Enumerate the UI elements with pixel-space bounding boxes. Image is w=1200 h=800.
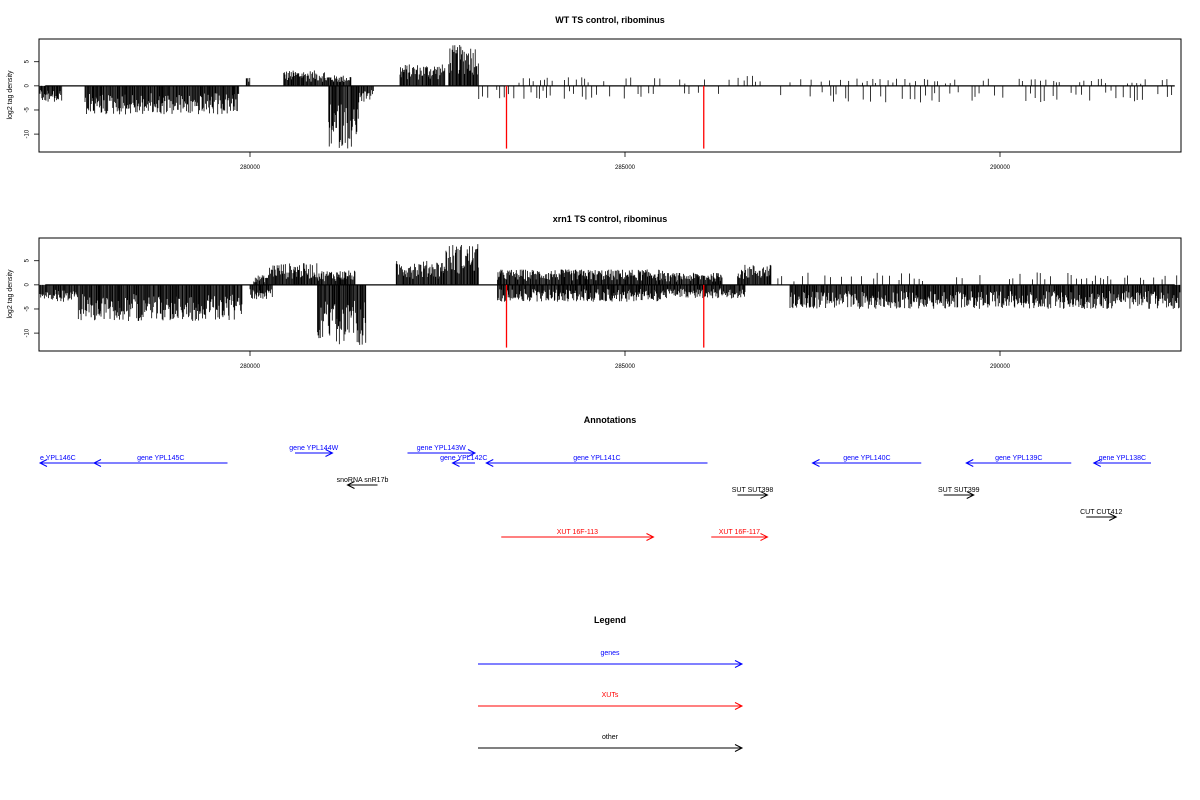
annotation-feature: e YPL146C xyxy=(38,455,106,467)
feature-arrowhead xyxy=(485,459,494,467)
feature-arrowhead xyxy=(346,481,355,489)
annotation-feature: gene YPL143W xyxy=(407,445,477,457)
feature-arrowhead xyxy=(646,533,655,541)
xrn1-x-tick-label: 280000 xyxy=(240,364,261,370)
feature-label: SUT SUT399 xyxy=(938,487,980,494)
xrn1-markers xyxy=(505,284,705,348)
xrn1-coverage-panel: xrn1 TS control, ribominus log2 tag dens… xyxy=(7,214,1182,370)
feature-label: gene YPL144W xyxy=(289,445,338,452)
feature-arrowhead xyxy=(38,459,48,467)
feature-arrowhead xyxy=(92,459,102,467)
xrn1-x-tick-label: 285000 xyxy=(615,364,636,370)
xrn1-bars xyxy=(39,244,1181,345)
feature-label: snoRNA snR17b xyxy=(337,477,389,484)
feature-arrowhead xyxy=(760,533,769,541)
xrn1-x-tick-label: 290000 xyxy=(990,364,1011,370)
feature-arrowhead xyxy=(1109,513,1118,521)
legend-item: XUTs xyxy=(478,692,744,710)
xrn1-y-axis-label: log2 tag density xyxy=(7,269,14,319)
annotation-feature: gene YPL141C xyxy=(485,455,708,467)
xrn1-y-axis: -10 -5 0 5 xyxy=(25,258,40,337)
feature-label: gene YPL143W xyxy=(417,445,466,452)
feature-arrowhead xyxy=(965,459,974,467)
feature-label: gene YPL140C xyxy=(843,455,890,462)
legend-arrowhead xyxy=(734,660,744,668)
annotation-feature: CUT CUT412 xyxy=(1080,509,1122,521)
wt-y-axis-label: log2 tag density xyxy=(7,70,14,120)
wt-panel-title: WT TS control, ribominus xyxy=(555,15,665,25)
feature-label: gene YPL145C xyxy=(137,455,184,462)
feature-arrowhead xyxy=(451,459,460,467)
legend-item: other xyxy=(478,734,744,752)
annotation-feature: gene YPL142C xyxy=(440,455,487,467)
feature-arrowhead xyxy=(760,491,769,499)
feature-label: SUT SUT398 xyxy=(732,487,774,494)
legend-label: XUTs xyxy=(602,692,619,699)
wt-markers xyxy=(505,85,705,149)
wt-coverage-panel: WT TS control, ribominus log2 tag densit… xyxy=(7,15,1182,171)
feature-label: gene YPL142C xyxy=(440,455,487,462)
wt-y-tick-label: -5 xyxy=(25,107,31,113)
xrn1-y-tick-label: 0 xyxy=(25,283,31,287)
annotation-feature: XUT 16F-113 xyxy=(501,529,655,541)
feature-label: gene YPL138C xyxy=(1099,455,1146,462)
legend-label: genes xyxy=(600,650,620,657)
annotation-feature: gene YPL145C xyxy=(92,455,228,467)
annotation-feature: SUT SUT399 xyxy=(938,487,980,499)
xrn1-panel-title: xrn1 TS control, ribominus xyxy=(553,214,668,224)
legend-items: genes XUTs other xyxy=(478,650,744,752)
xrn1-y-tick-label: -10 xyxy=(25,328,31,337)
wt-y-tick-label: 0 xyxy=(25,84,31,88)
annotation-feature: gene YPL140C xyxy=(811,455,922,467)
wt-x-tick-label: 285000 xyxy=(615,165,636,171)
legend-label: other xyxy=(602,734,619,741)
annotation-features: e YPL146C gene YPL145C gene YPL144W gene YP… xyxy=(38,445,1151,541)
feature-label: gene YPL141C xyxy=(573,455,620,462)
annotation-feature: gene YPL144W xyxy=(289,445,339,457)
annotation-feature: gene YPL138C xyxy=(1092,455,1151,467)
feature-label: XUT 16F-117 xyxy=(719,529,760,536)
wt-bars xyxy=(39,45,1173,149)
feature-arrowhead xyxy=(1092,459,1101,467)
annotations-track: Annotations e YPL146C gene YPL145C gene YP… xyxy=(38,415,1151,541)
annotation-feature: SUT SUT398 xyxy=(732,487,774,499)
feature-label: CUT CUT412 xyxy=(1080,509,1122,516)
legend-title: Legend xyxy=(594,615,626,625)
legend-arrowhead xyxy=(734,702,744,710)
xrn1-y-tick-label: 5 xyxy=(25,258,31,262)
wt-y-tick-label: -10 xyxy=(25,129,31,138)
wt-x-tick-label: 290000 xyxy=(990,165,1011,171)
wt-y-tick-label: 5 xyxy=(25,59,31,63)
legend: Legend genes XUTs other xyxy=(478,615,744,752)
annotation-feature: gene YPL139C xyxy=(965,455,1072,467)
wt-x-axis: 280000 285000 290000 xyxy=(240,151,1011,171)
annotations-title: Annotations xyxy=(584,415,637,425)
xrn1-y-tick-label: -5 xyxy=(25,306,31,312)
feature-label: e YPL146C xyxy=(40,455,76,462)
feature-arrowhead xyxy=(811,459,820,467)
wt-x-tick-label: 280000 xyxy=(240,165,261,171)
feature-label: gene YPL139C xyxy=(995,455,1042,462)
legend-arrowhead xyxy=(734,744,744,752)
legend-item: genes xyxy=(478,650,744,668)
feature-arrowhead xyxy=(325,449,334,457)
feature-arrowhead xyxy=(467,449,477,457)
annotation-feature: snoRNA snR17b xyxy=(337,477,389,489)
feature-arrowhead xyxy=(966,491,975,499)
annotation-feature: XUT 16F-117 xyxy=(711,529,769,541)
xrn1-x-axis: 280000 285000 290000 xyxy=(240,350,1011,370)
wt-y-axis: -10 -5 0 5 xyxy=(25,59,40,138)
feature-label: XUT 16F-113 xyxy=(557,529,598,536)
